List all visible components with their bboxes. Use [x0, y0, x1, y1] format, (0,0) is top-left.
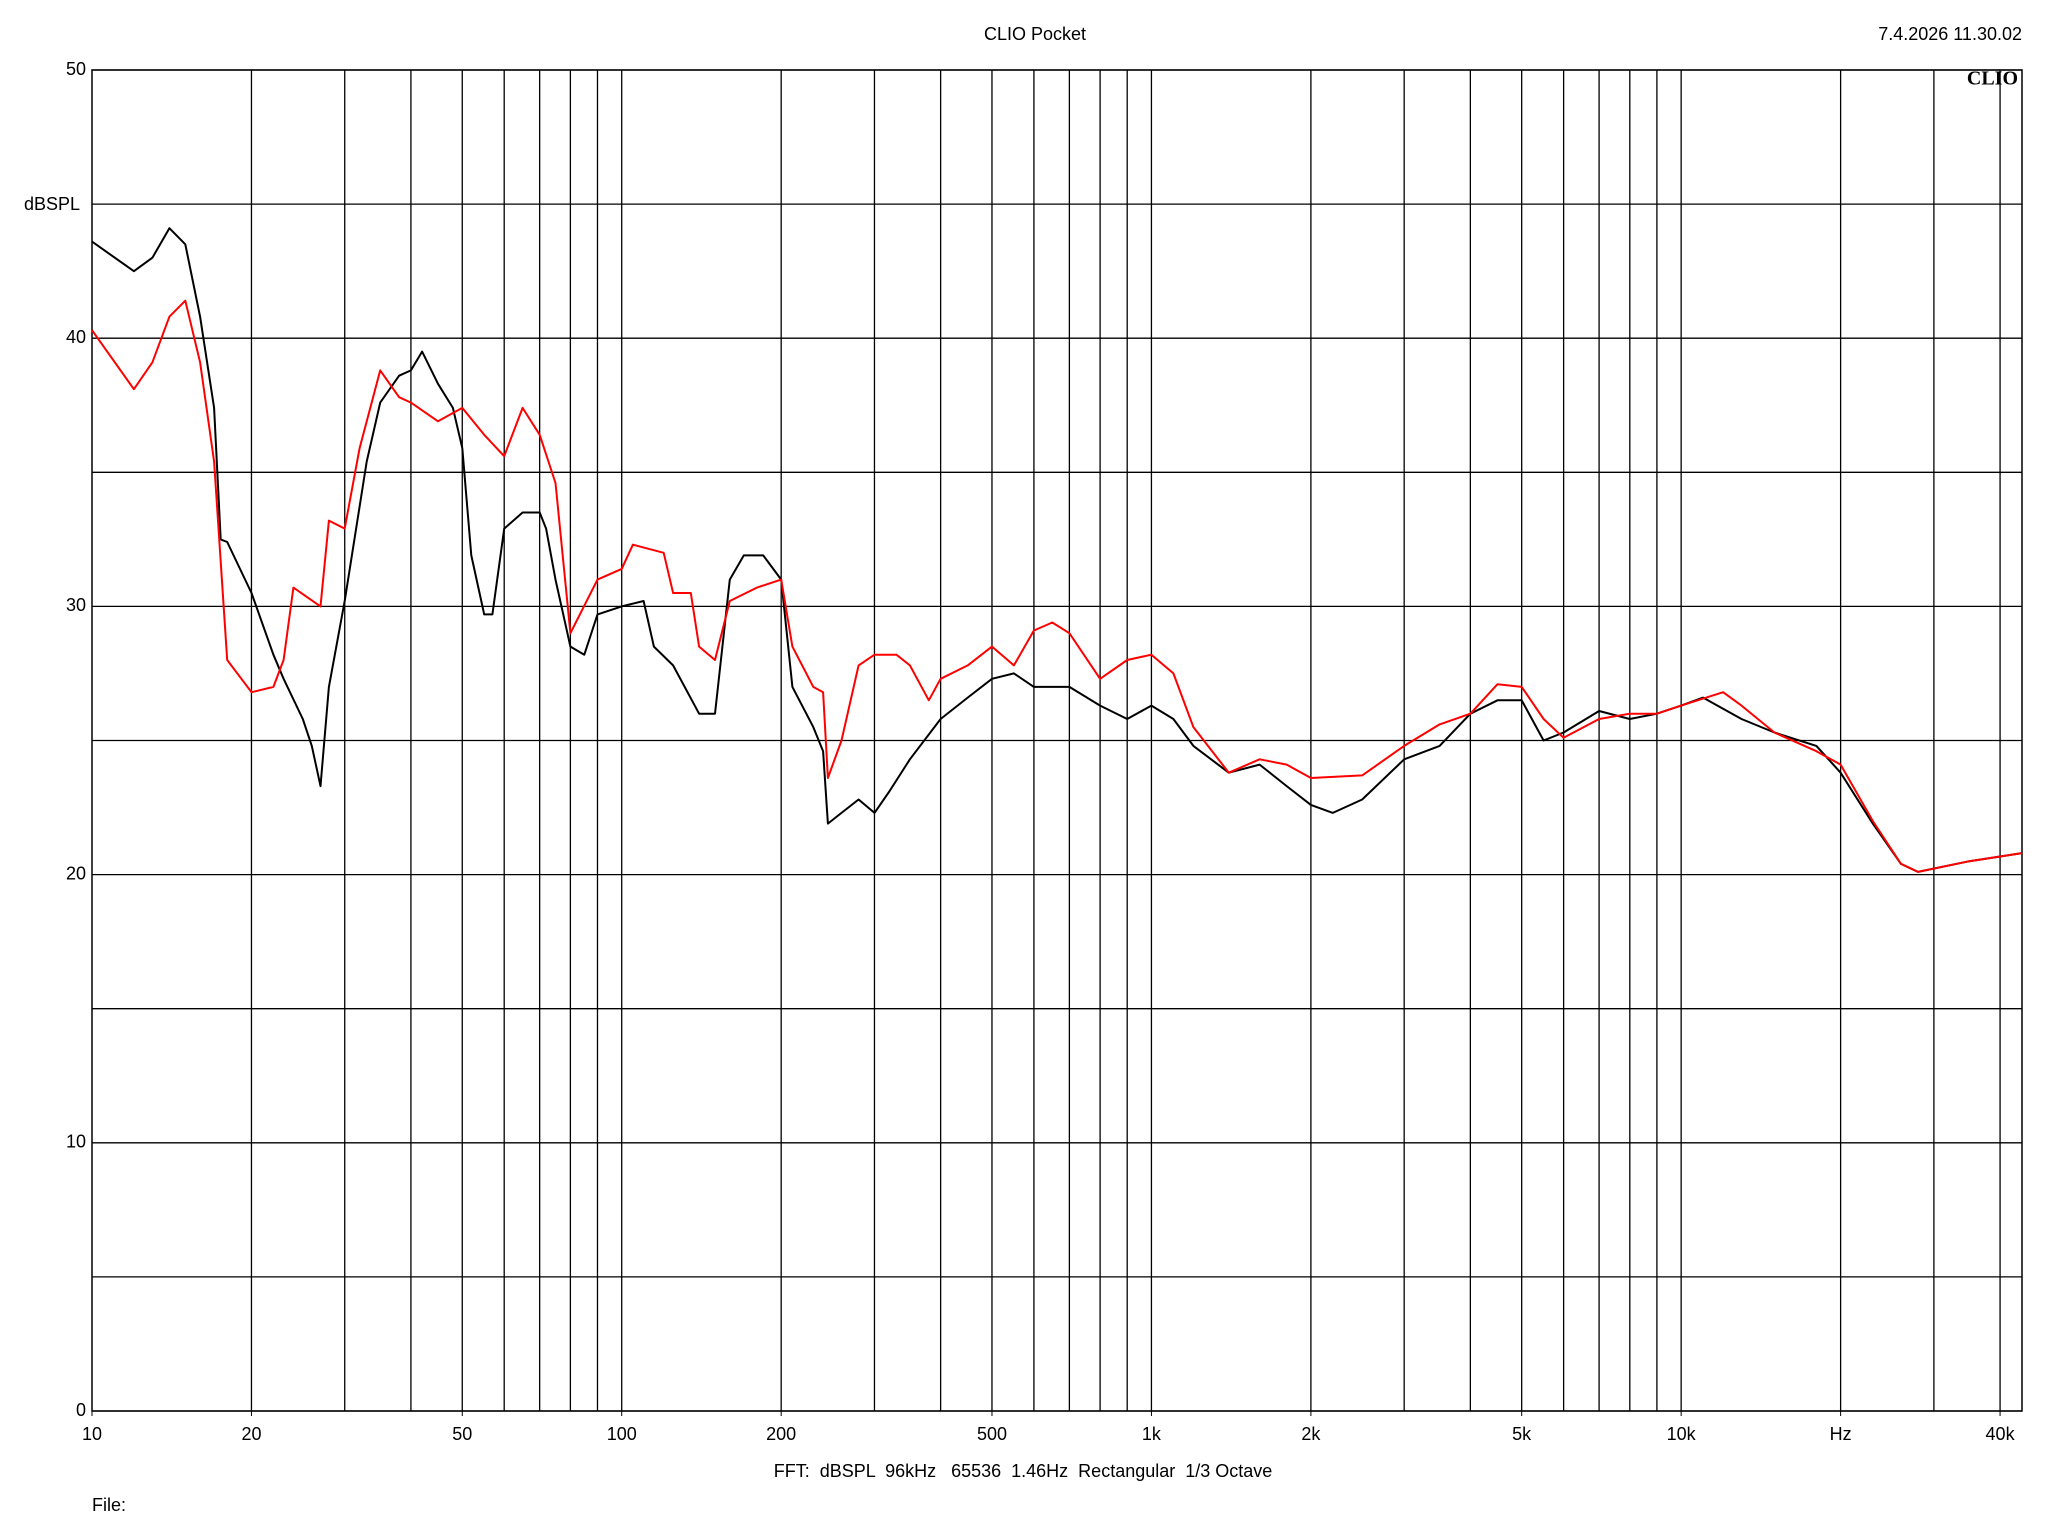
plot-frame	[91, 69, 2023, 1412]
x-tick-label: 10k	[1667, 1424, 1697, 1444]
footer: FFT: dBSPL 96kHz 65536 1.46Hz Rectangula…	[774, 1461, 1273, 1481]
series-line	[91, 299, 2023, 873]
y-tick-label: 30	[66, 595, 86, 615]
logo: CLIO	[1967, 68, 2018, 90]
file-label: File:	[92, 1495, 126, 1515]
x-tick-label: 20	[241, 1424, 261, 1444]
y-tick-label: 20	[66, 863, 86, 883]
y-tick-label: 50	[66, 59, 86, 79]
x-tick-label: Hz	[1830, 1424, 1852, 1444]
x-tick-label: 200	[766, 1424, 796, 1444]
x-tick-label: 40k	[1986, 1424, 2016, 1444]
x-tick-label: 100	[607, 1424, 637, 1444]
x-tick-label: 1k	[1142, 1424, 1162, 1444]
x-tick-label: 10	[82, 1424, 102, 1444]
x-tick-label: 5k	[1512, 1424, 1532, 1444]
series-line	[91, 227, 2023, 873]
y-axis-label: dBSPL	[24, 194, 80, 214]
y-tick-label: 40	[66, 327, 86, 347]
x-tick-label: 50	[452, 1424, 472, 1444]
x-tick-label: 500	[977, 1424, 1007, 1444]
y-tick-label: 10	[66, 1132, 86, 1152]
timestamp: 7.4.2026 11.30.02	[1878, 24, 2022, 44]
y-tick-label: 0	[76, 1400, 86, 1420]
chart-title: CLIO Pocket	[984, 24, 1086, 44]
x-tick-label: 2k	[1301, 1424, 1321, 1444]
